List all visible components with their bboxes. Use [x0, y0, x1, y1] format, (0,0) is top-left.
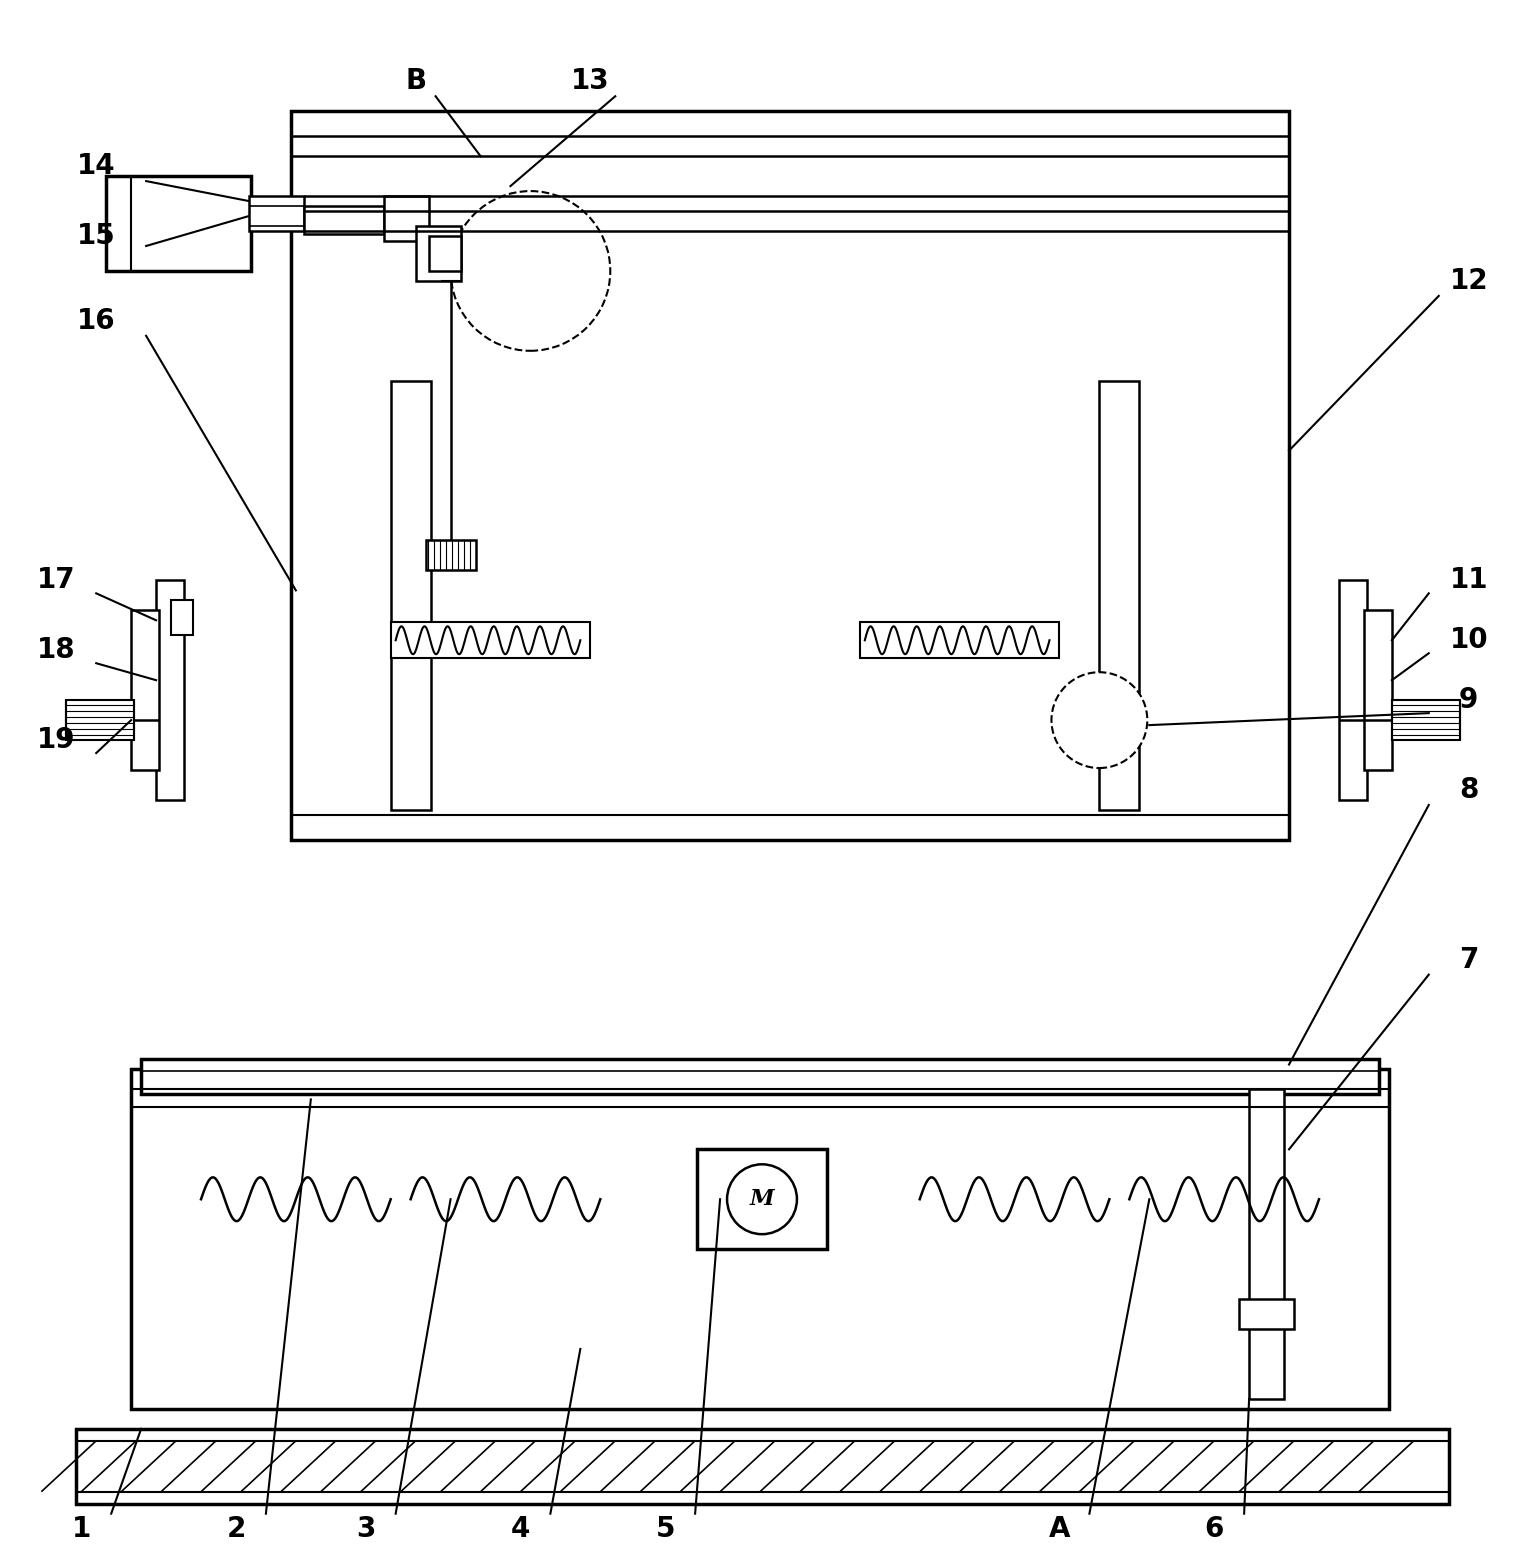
Bar: [425, 541, 476, 570]
Bar: [429, 237, 461, 271]
Circle shape: [450, 191, 610, 351]
Bar: [1249, 1089, 1284, 1399]
Text: 9: 9: [1459, 686, 1478, 715]
Text: 14: 14: [76, 152, 116, 180]
Text: 13: 13: [570, 67, 610, 96]
Text: B: B: [406, 67, 425, 96]
Text: 6: 6: [1205, 1515, 1225, 1542]
Text: M: M: [750, 1188, 775, 1210]
Circle shape: [727, 1164, 798, 1235]
Bar: [156, 580, 185, 801]
Bar: [1363, 610, 1392, 769]
Bar: [142, 1059, 1379, 1094]
Circle shape: [1051, 672, 1147, 768]
Bar: [860, 622, 1060, 658]
Bar: [66, 700, 134, 740]
Bar: [303, 205, 384, 233]
Text: 5: 5: [656, 1515, 676, 1542]
Text: 18: 18: [37, 636, 76, 664]
Text: 2: 2: [226, 1515, 246, 1542]
Text: 3: 3: [355, 1515, 375, 1542]
Text: 8: 8: [1459, 776, 1478, 804]
Text: 19: 19: [37, 726, 76, 754]
Text: 16: 16: [76, 307, 116, 335]
Text: A: A: [1049, 1515, 1071, 1542]
Text: 4: 4: [511, 1515, 531, 1542]
Text: 12: 12: [1449, 266, 1488, 295]
Bar: [291, 111, 1289, 840]
Bar: [107, 176, 252, 271]
Bar: [384, 196, 429, 241]
Bar: [1339, 580, 1366, 801]
Bar: [697, 1149, 827, 1249]
Bar: [416, 226, 461, 280]
Text: 17: 17: [37, 566, 76, 594]
Bar: [131, 1070, 1389, 1409]
Bar: [131, 610, 159, 769]
Text: 11: 11: [1449, 566, 1488, 594]
Bar: [1100, 381, 1139, 810]
Bar: [390, 381, 430, 810]
Text: 7: 7: [1459, 945, 1478, 973]
Text: 15: 15: [76, 223, 116, 251]
Bar: [171, 600, 194, 635]
Text: 10: 10: [1449, 627, 1488, 655]
Text: 1: 1: [72, 1515, 92, 1542]
Bar: [1392, 700, 1459, 740]
Bar: [1240, 1299, 1295, 1329]
Bar: [76, 1429, 1449, 1504]
Bar: [249, 196, 303, 230]
Bar: [390, 622, 590, 658]
